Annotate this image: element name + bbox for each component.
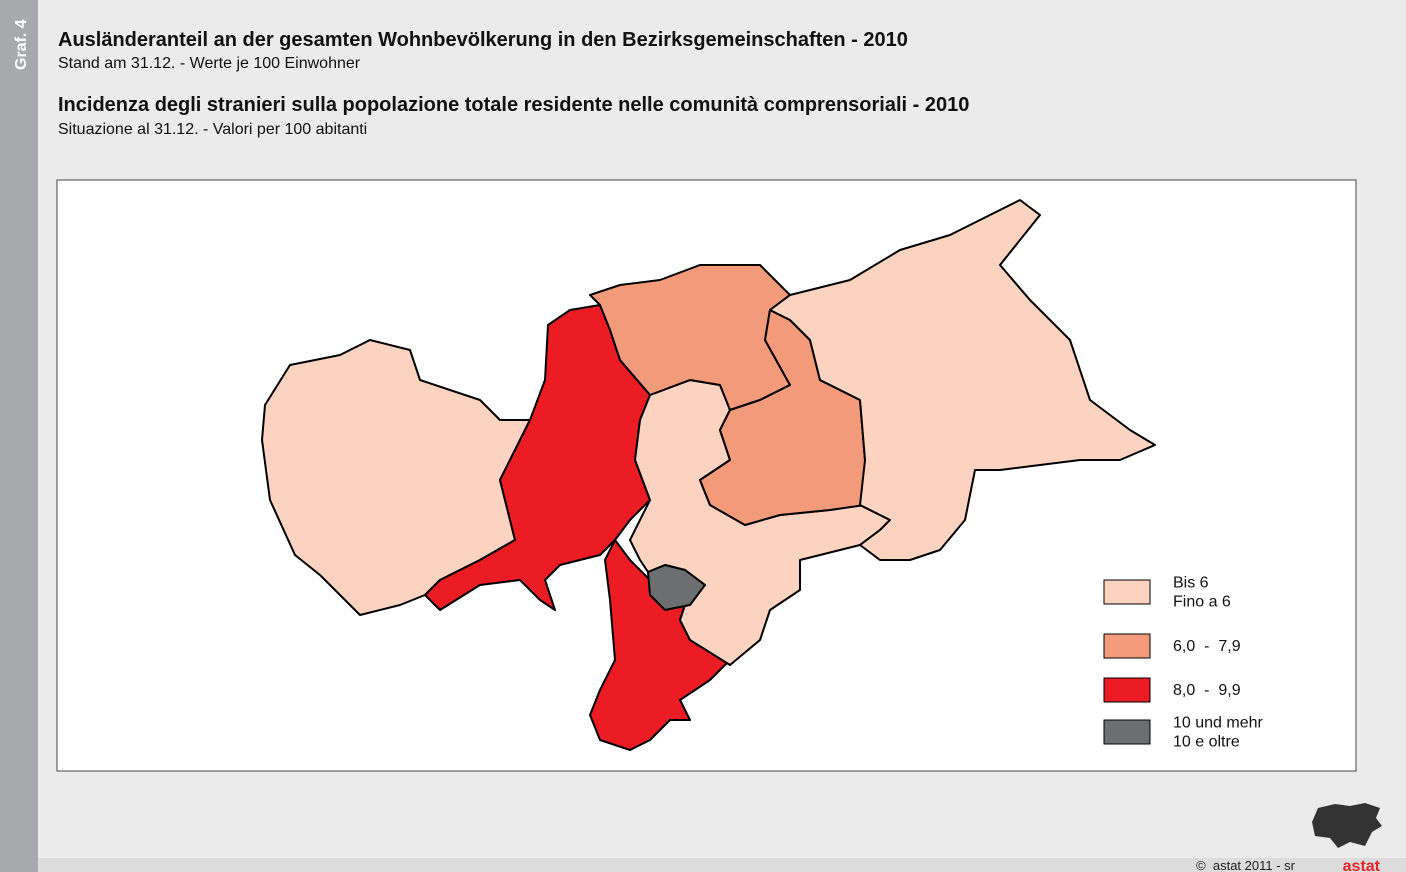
subtitle: Stand am 31.12. - Werte je 100 Einwohner	[58, 55, 361, 72]
legend-label: Bis 6	[1173, 575, 1209, 592]
legend-swatch	[1103, 633, 1151, 659]
subtitle: Situazione al 31.12. - Valori per 100 ab…	[58, 121, 367, 138]
region	[769, 199, 1156, 561]
legend-label: 6,0 - 7,9	[1173, 638, 1241, 655]
legend: Bis 6 Fino a 6 6,0 - 7,9 8,0 - 9,9 10 und me…	[1103, 575, 1264, 751]
legend-swatch	[1103, 677, 1151, 703]
legend-swatch	[1103, 579, 1151, 605]
region	[647, 564, 706, 611]
legend-label: 10 und mehr	[1173, 715, 1264, 732]
side-bar	[0, 0, 38, 872]
legend-label: 8,0 - 9,9	[1173, 682, 1241, 699]
title: Ausländeranteil an der gesamten Wohnbevö…	[58, 29, 908, 51]
legend-label: Fino a 6	[1173, 594, 1231, 611]
title: Incidenza degli stranieri sulla popolazi…	[58, 94, 969, 116]
logo-icon	[1312, 803, 1382, 848]
side-label: Graf. 4	[13, 19, 30, 70]
logo: astat	[1343, 858, 1381, 872]
legend-swatch	[1103, 719, 1151, 745]
legend-label: 10 e oltre	[1173, 734, 1240, 751]
footer-band	[38, 858, 1406, 872]
map	[261, 199, 1156, 751]
credit: © astat 2011 - sr	[1196, 858, 1296, 872]
